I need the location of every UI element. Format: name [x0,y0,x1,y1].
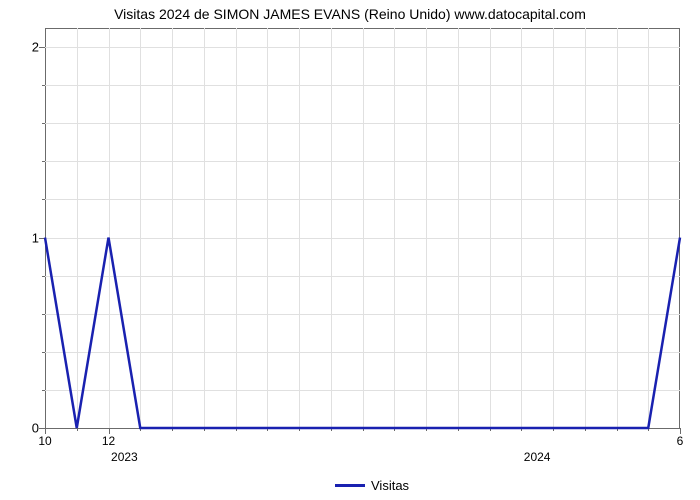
legend: Visitas [335,478,409,493]
legend-label: Visitas [371,478,409,493]
visits-line-chart: Visitas 2024 de SIMON JAMES EVANS (Reino… [0,0,700,500]
legend-swatch [335,484,365,487]
series-line [0,0,700,500]
